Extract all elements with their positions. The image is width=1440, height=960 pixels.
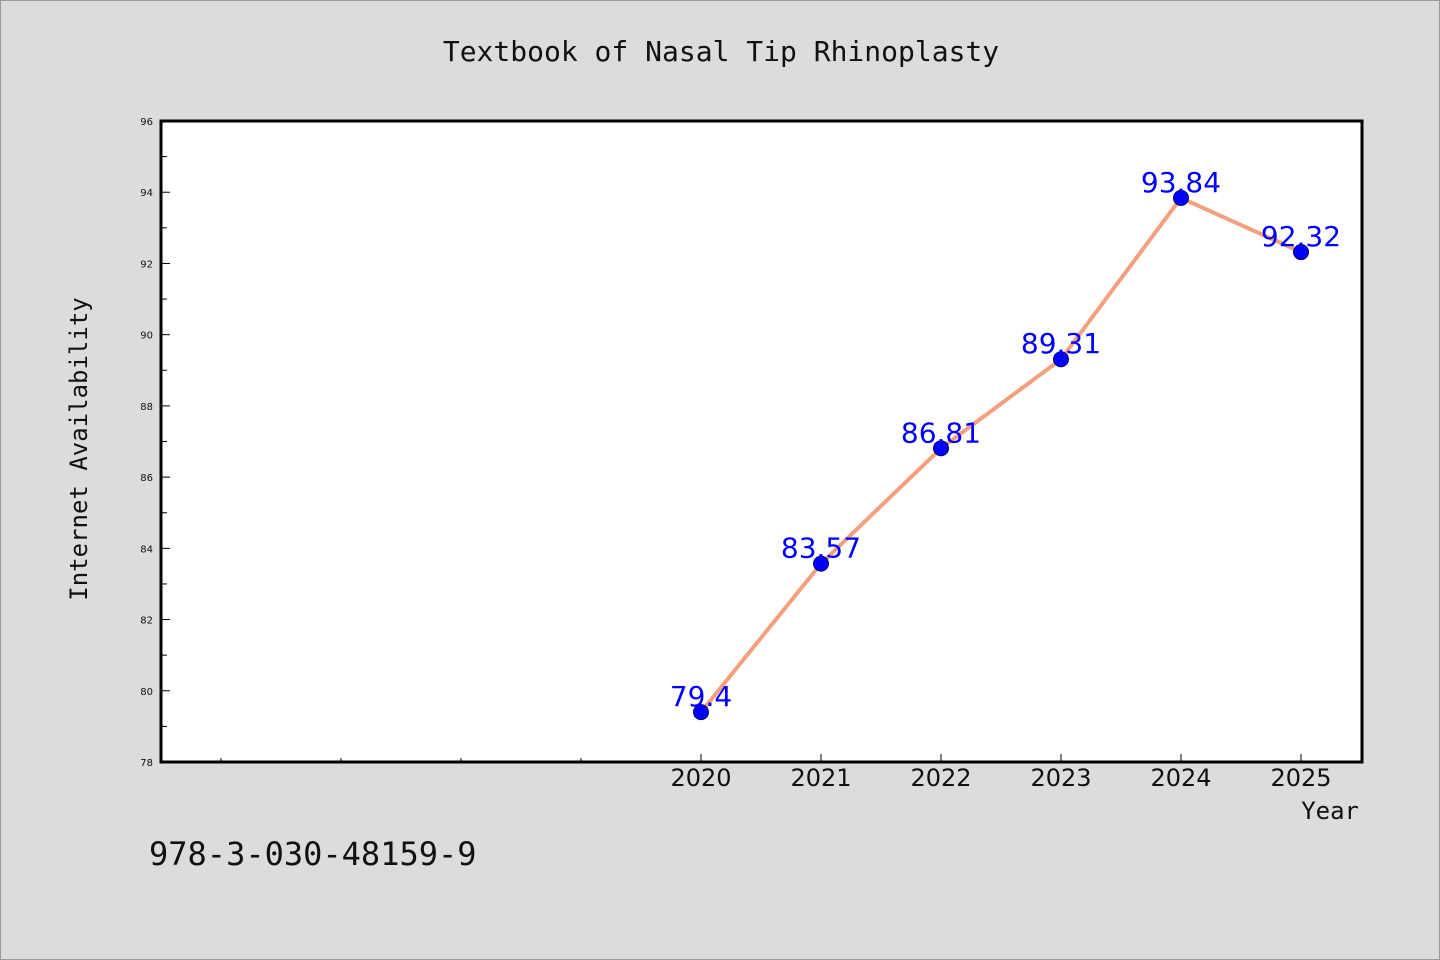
x-tick-label: 2022 (910, 764, 971, 792)
data-point (1173, 189, 1189, 206)
data-labels: 79.4 83.57 86.81 89.31 93.84 92.32 (670, 166, 1341, 713)
data-label: 79.4 (670, 680, 732, 713)
data-label: 92.32 (1261, 220, 1341, 253)
x-tick-label: 2020 (670, 764, 731, 792)
y-tick-label: 90 (140, 331, 153, 342)
chart-title: Textbook of Nasal Tip Rhinoplasty (442, 35, 1000, 68)
series-line (699, 195, 1303, 715)
x-tick-label: 2021 (790, 764, 851, 792)
y-tick-label: 88 (140, 402, 153, 413)
data-label: 93.84 (1141, 166, 1221, 199)
y-tick-label: 96 (140, 117, 153, 128)
y-tick-label: 94 (140, 188, 153, 199)
x-axis-label: Year (1301, 797, 1359, 825)
data-label: 89.31 (1021, 327, 1101, 360)
x-tick-label: 2025 (1270, 764, 1331, 792)
plot-area (159, 119, 1364, 764)
data-label: 83.57 (781, 532, 861, 565)
y-tick-label: 92 (140, 259, 153, 270)
data-point (1293, 244, 1309, 261)
data-label: 86.81 (901, 416, 981, 449)
isbn-footnote: 978-3-030-48159-9 (149, 835, 477, 873)
data-point (813, 555, 829, 572)
y-tick-label: 82 (140, 616, 153, 627)
y-tick-label: 84 (140, 544, 153, 555)
x-tick-label: 2023 (1030, 764, 1091, 792)
series (693, 189, 1309, 721)
y-tick-label: 80 (140, 687, 153, 698)
x-tick-label: 2024 (1150, 764, 1211, 792)
data-point (693, 704, 709, 721)
y-tick-label: 78 (140, 758, 153, 769)
data-point (933, 440, 949, 457)
axes (159, 119, 1364, 764)
ticks: 78 80 82 84 86 88 90 92 94 96 2020 2021 2022 2023 2024… (140, 117, 1331, 792)
data-point (1053, 351, 1069, 368)
y-tick-label: 86 (140, 473, 153, 484)
